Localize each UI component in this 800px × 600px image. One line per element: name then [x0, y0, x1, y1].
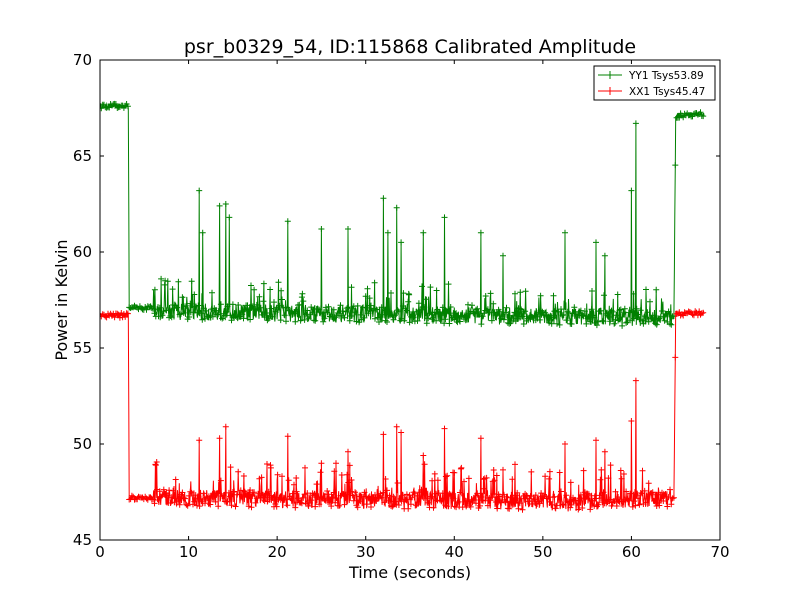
legend-box: [593, 65, 716, 101]
y-tick-label: 45: [73, 531, 92, 549]
ticks-layer: 0 10 20 30 40 50 60 70 45 50 55 60 65 70: [73, 51, 730, 561]
x-tick-label: 10: [179, 543, 198, 561]
y-axis-label: Power in Kelvin: [52, 239, 71, 360]
legend: YY1 Tsys53.89 XX1 Tsys45.47: [593, 65, 716, 101]
y-tick-label: 65: [73, 147, 92, 165]
x-tick-label: 30: [356, 543, 375, 561]
x-tick-label: 70: [710, 543, 729, 561]
plot-area: 0 10 20 30 40 50 60 70 45 50 55 60 65 70: [73, 51, 730, 561]
series-markers: [100, 308, 707, 513]
x-tick-label: 60: [622, 543, 641, 561]
x-tick-label: 0: [95, 543, 105, 561]
y-tick-label: 55: [73, 339, 92, 357]
legend-label: YY1 Tsys53.89: [628, 70, 704, 82]
x-axis-label: Time (seconds): [348, 563, 471, 582]
chart-title: psr_b0329_54, ID:115868 Calibrated Ampli…: [184, 36, 636, 58]
y-tick-label: 60: [73, 243, 92, 261]
series-2: [100, 308, 707, 513]
axes-frame: [99, 59, 721, 541]
y-tick-label: 70: [73, 51, 92, 69]
legend-marker: [606, 71, 614, 79]
series-1: [100, 100, 707, 329]
legend-marker: [606, 87, 614, 95]
legend-label: XX1 Tsys45.47: [629, 86, 705, 98]
x-tick-label: 20: [268, 543, 287, 561]
series-layer: [100, 100, 707, 513]
x-tick-label: 40: [445, 543, 464, 561]
series-markers: [100, 100, 707, 329]
y-tick-label: 50: [73, 435, 92, 453]
x-tick-label: 50: [533, 543, 552, 561]
